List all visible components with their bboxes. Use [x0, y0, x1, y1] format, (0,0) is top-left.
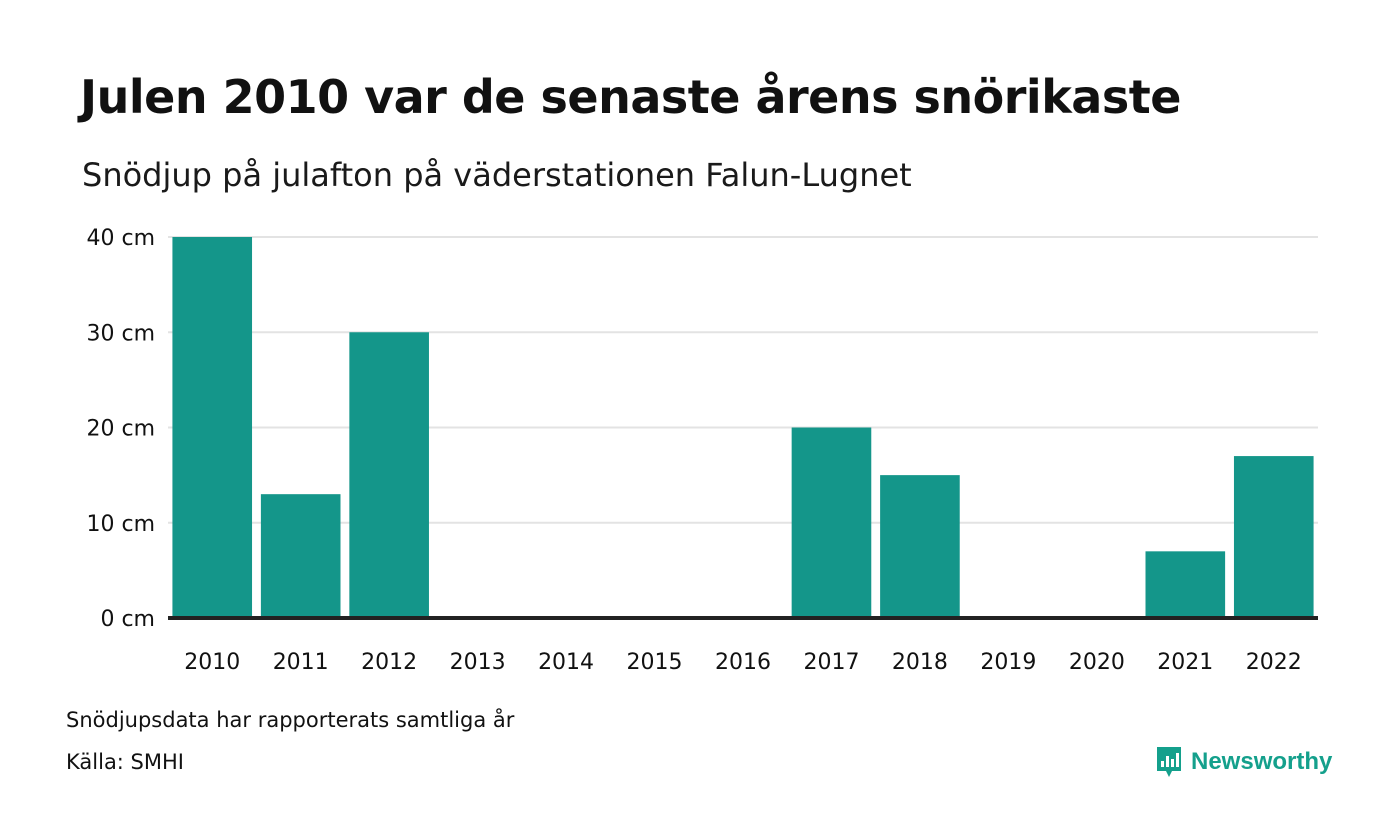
- x-tick-label: 2019: [980, 650, 1036, 675]
- x-tick-label: 2010: [184, 650, 240, 675]
- x-tick-label: 2013: [450, 650, 506, 675]
- data-note: Snödjupsdata har rapporterats samtliga å…: [66, 708, 515, 732]
- bar-2021: [1145, 551, 1226, 618]
- x-axis-ticks: 2010 2011 2012 2013 2014 2015 2016 2017 2018 2019…: [184, 650, 1302, 675]
- x-tick-label: 2022: [1246, 650, 1302, 675]
- bar-2018: [880, 475, 960, 618]
- y-tick-label: 20 cm: [86, 417, 155, 442]
- x-tick-label: 2018: [892, 650, 948, 675]
- bar-2012: [349, 332, 429, 618]
- brand-name: Newsworthy: [1191, 748, 1333, 775]
- gridlines: [168, 236, 1318, 524]
- bar-2017: [791, 427, 872, 618]
- x-tick-label: 2014: [538, 650, 594, 675]
- y-tick-label: 40 cm: [86, 226, 155, 251]
- y-tick-label: 0 cm: [100, 607, 155, 632]
- x-tick-label: 2011: [273, 650, 329, 675]
- x-tick-label: 2020: [1069, 650, 1125, 675]
- chart-title: Julen 2010 var de senaste årens snörikas…: [80, 70, 1181, 124]
- y-axis-ticks: 0 cm 10 cm 20 cm 30 cm 40 cm: [86, 226, 155, 632]
- bar-2022: [1233, 456, 1314, 618]
- x-tick-label: 2012: [361, 650, 417, 675]
- brand-logo: Newsworthy: [1155, 745, 1332, 779]
- chart-subtitle: Snödjup på julafton på väderstationen Fa…: [82, 156, 912, 194]
- x-tick-label: 2016: [715, 650, 771, 675]
- x-tick-label: 2017: [803, 650, 859, 675]
- y-tick-label: 10 cm: [86, 512, 155, 537]
- bars: [172, 237, 1314, 618]
- source-note: Källa: SMHI: [66, 750, 184, 774]
- bar-2011: [260, 494, 341, 618]
- x-tick-label: 2021: [1157, 650, 1213, 675]
- x-tick-label: 2015: [627, 650, 683, 675]
- bar-2010: [172, 237, 253, 618]
- newsworthy-logo-icon: [1157, 747, 1181, 777]
- y-tick-label: 30 cm: [86, 321, 155, 346]
